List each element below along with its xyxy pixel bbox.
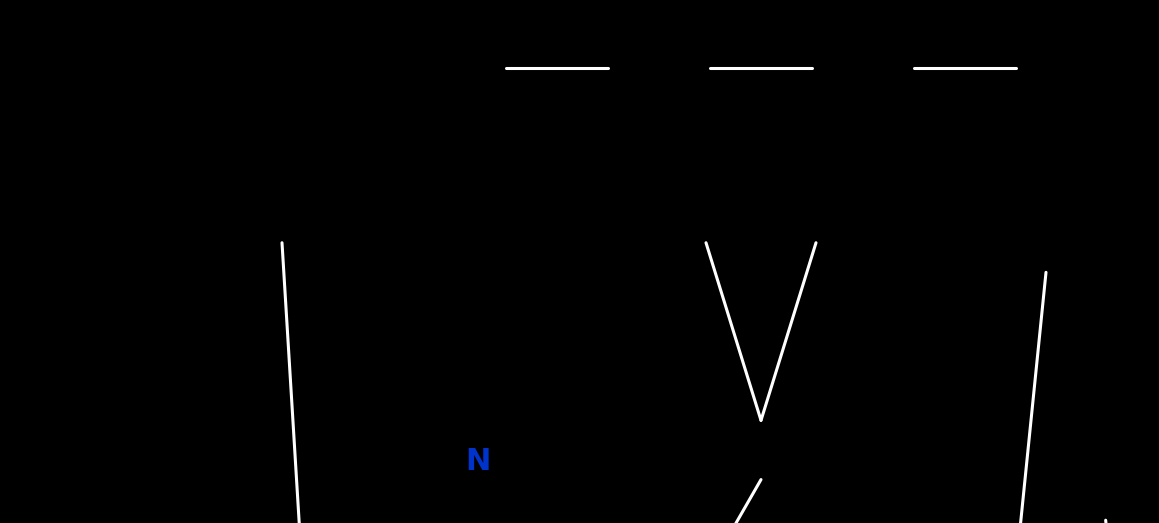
- Text: N: N: [465, 447, 490, 476]
